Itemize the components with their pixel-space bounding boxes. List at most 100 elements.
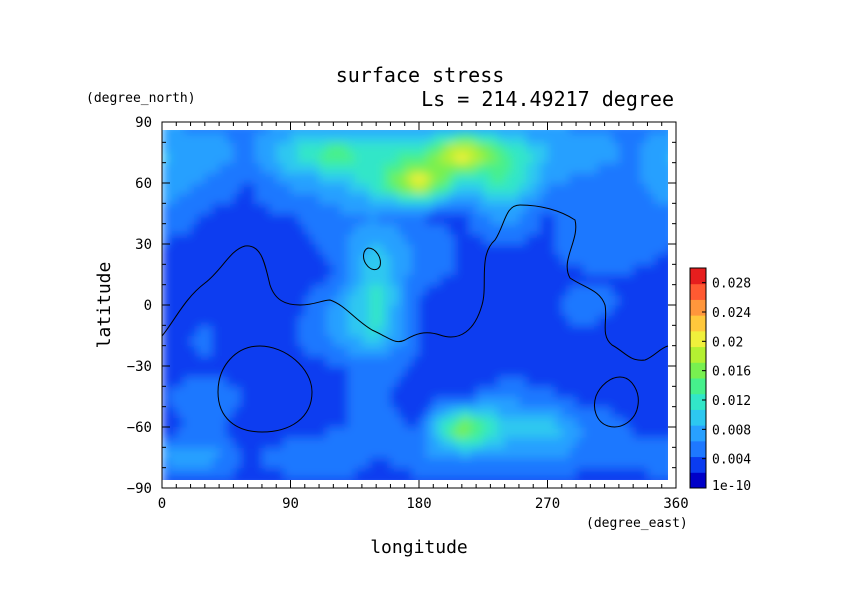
heatmap-cell bbox=[197, 130, 206, 133]
heatmap-cell bbox=[547, 477, 556, 480]
heatmap-cell bbox=[369, 355, 377, 367]
heatmap-cell bbox=[611, 386, 620, 398]
heatmap-cell bbox=[533, 193, 541, 204]
heatmap-cell bbox=[454, 284, 463, 296]
heatmap-cell bbox=[326, 142, 334, 154]
heatmap-cell bbox=[468, 284, 477, 296]
heatmap-cell bbox=[468, 213, 477, 225]
heatmap-cell bbox=[497, 427, 506, 438]
heatmap-cell bbox=[233, 457, 242, 469]
heatmap-cell bbox=[518, 264, 527, 276]
heatmap-cell bbox=[369, 152, 377, 164]
heatmap-cell bbox=[654, 376, 663, 387]
heatmap-cell bbox=[240, 467, 249, 479]
heatmap-cell bbox=[233, 447, 242, 459]
heatmap-cell bbox=[461, 183, 470, 194]
heatmap-cell bbox=[240, 315, 249, 326]
heatmap-cell bbox=[383, 427, 392, 438]
heatmap-cell bbox=[340, 325, 349, 337]
heatmap-cell bbox=[376, 355, 384, 367]
heatmap-cell bbox=[261, 437, 270, 448]
heatmap-cell bbox=[304, 355, 313, 367]
heatmap-cell bbox=[597, 467, 606, 479]
heatmap-cell bbox=[319, 162, 327, 174]
heatmap-cell bbox=[376, 335, 384, 347]
heatmap-cell bbox=[211, 366, 220, 377]
heatmap-cell bbox=[433, 132, 442, 143]
heatmap-cell bbox=[661, 172, 668, 184]
heatmap-cell bbox=[511, 193, 520, 204]
heatmap-cell bbox=[247, 386, 256, 398]
y-axis-label: latitude bbox=[94, 262, 115, 349]
heatmap-cell bbox=[576, 223, 584, 235]
heatmap-cell bbox=[211, 172, 220, 184]
heatmap-cell bbox=[340, 244, 349, 255]
heatmap-cell bbox=[526, 335, 534, 347]
heatmap-cell bbox=[233, 376, 242, 387]
heatmap-cell bbox=[240, 142, 249, 154]
heatmap-cell bbox=[247, 335, 256, 347]
heatmap-cell bbox=[483, 355, 491, 367]
heatmap-cell bbox=[197, 172, 206, 184]
heatmap-cell bbox=[304, 325, 313, 337]
heatmap-cell bbox=[269, 213, 277, 225]
heatmap-cell bbox=[447, 406, 456, 418]
heatmap-cell bbox=[376, 305, 384, 316]
heatmap-cell bbox=[204, 315, 213, 326]
heatmap-cell bbox=[383, 233, 392, 245]
heatmap-cell bbox=[533, 376, 541, 387]
heatmap-cell bbox=[197, 162, 206, 174]
heatmap-cell bbox=[340, 152, 349, 164]
x-axis-label: longitude bbox=[370, 537, 468, 558]
heatmap-cell bbox=[226, 396, 234, 408]
heatmap-cell bbox=[254, 162, 263, 174]
heatmap-cell bbox=[547, 142, 556, 154]
heatmap-cell bbox=[276, 325, 284, 337]
heatmap-cell bbox=[304, 416, 313, 428]
heatmap-cell bbox=[397, 305, 406, 316]
heatmap-cell bbox=[276, 335, 284, 347]
heatmap-cell bbox=[204, 447, 213, 459]
heatmap-cell bbox=[526, 437, 534, 448]
heatmap-cell bbox=[240, 437, 249, 448]
heatmap-cell bbox=[247, 345, 256, 357]
heatmap-cell bbox=[226, 366, 234, 377]
heatmap-cell bbox=[354, 193, 363, 204]
heatmap-cell bbox=[169, 223, 177, 235]
heatmap-cell bbox=[661, 264, 668, 276]
heatmap-cell bbox=[597, 335, 606, 347]
heatmap-cell bbox=[518, 457, 527, 469]
heatmap-cell bbox=[419, 447, 427, 459]
heatmap-cell bbox=[233, 203, 242, 215]
heatmap-cell bbox=[254, 233, 263, 245]
heatmap-cell bbox=[576, 406, 584, 418]
heatmap-cell bbox=[390, 223, 399, 235]
heatmap-cell bbox=[190, 172, 199, 184]
heatmap-cell bbox=[440, 284, 449, 296]
heatmap-cell bbox=[461, 477, 470, 480]
heatmap-cell bbox=[226, 254, 234, 265]
colorbar-segment bbox=[690, 346, 706, 363]
heatmap-cell bbox=[311, 152, 320, 164]
heatmap-cell bbox=[511, 294, 520, 306]
heatmap-cell bbox=[640, 467, 649, 479]
heatmap-cell bbox=[226, 457, 234, 469]
heatmap-cell bbox=[597, 477, 606, 480]
heatmap-cell bbox=[554, 233, 563, 245]
heatmap-cell bbox=[454, 162, 463, 174]
heatmap-cell bbox=[333, 416, 342, 428]
heatmap-cell bbox=[654, 315, 663, 326]
heatmap-cell bbox=[404, 427, 413, 438]
heatmap-cell bbox=[626, 315, 634, 326]
heatmap-cell bbox=[276, 467, 284, 479]
heatmap-cell bbox=[661, 366, 668, 377]
heatmap-cell bbox=[390, 264, 399, 276]
heatmap-cell bbox=[283, 396, 292, 408]
heatmap-cell bbox=[468, 132, 477, 143]
heatmap-cell bbox=[633, 345, 641, 357]
heatmap-cell bbox=[454, 315, 463, 326]
heatmap-cell bbox=[590, 254, 599, 265]
heatmap-cell bbox=[240, 376, 249, 387]
heatmap-cell bbox=[561, 162, 570, 174]
heatmap-cell bbox=[276, 315, 284, 326]
